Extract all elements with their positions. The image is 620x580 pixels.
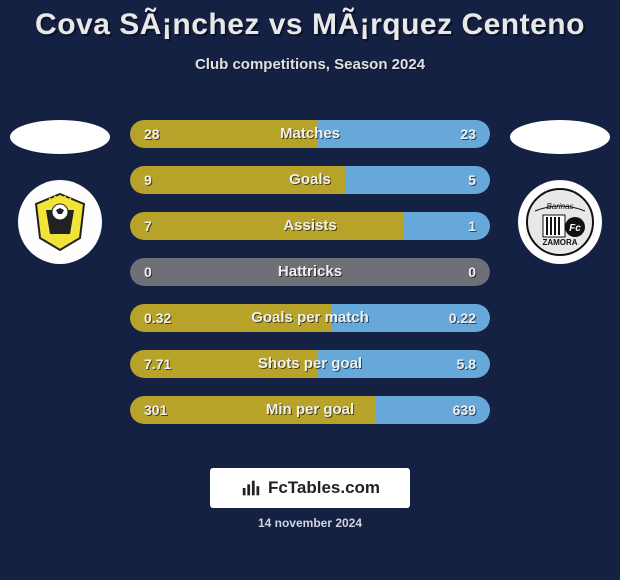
stat-label: Goals [130,166,490,194]
player-right-photo-placeholder [510,120,610,154]
player-right-club-badge: Barinas ZAMORA Fc [518,180,602,264]
player-left-column [10,120,110,264]
stat-bar: 95Goals [130,166,490,194]
stat-bar: 2823Matches [130,120,490,148]
stat-label: Assists [130,212,490,240]
bar-chart-icon [240,477,262,499]
date-text: 14 november 2024 [0,516,620,530]
brand-badge: FcTables.com [210,468,410,508]
player-right-column: Barinas ZAMORA Fc [510,120,610,264]
stat-bar: 71Assists [130,212,490,240]
brand-text: FcTables.com [268,478,380,498]
stat-bar: 0.320.22Goals per match [130,304,490,332]
svg-text:Barinas: Barinas [546,202,573,211]
svg-text:ZAMORA: ZAMORA [542,238,577,247]
stat-bar: 7.715.8Shots per goal [130,350,490,378]
stat-bar: 00Hattricks [130,258,490,286]
club-badge-left-icon [28,190,92,254]
stat-label: Goals per match [130,304,490,332]
stat-label: Shots per goal [130,350,490,378]
club-badge-right-icon: Barinas ZAMORA Fc [525,187,595,257]
player-left-club-badge [18,180,102,264]
stat-label: Min per goal [130,396,490,424]
footer: FcTables.com [0,468,620,508]
subtitle: Club competitions, Season 2024 [0,56,620,73]
svg-text:Fc: Fc [569,223,581,234]
player-left-photo-placeholder [10,120,110,154]
stat-bar: 301639Min per goal [130,396,490,424]
stat-label: Hattricks [130,258,490,286]
stats-container: 2823Matches 95Goals 71Assists 00Hattricks 0.… [130,120,490,442]
page-title: Cova SÃ¡nchez vs MÃ¡rquez Centeno [0,0,620,42]
stat-label: Matches [130,120,490,148]
